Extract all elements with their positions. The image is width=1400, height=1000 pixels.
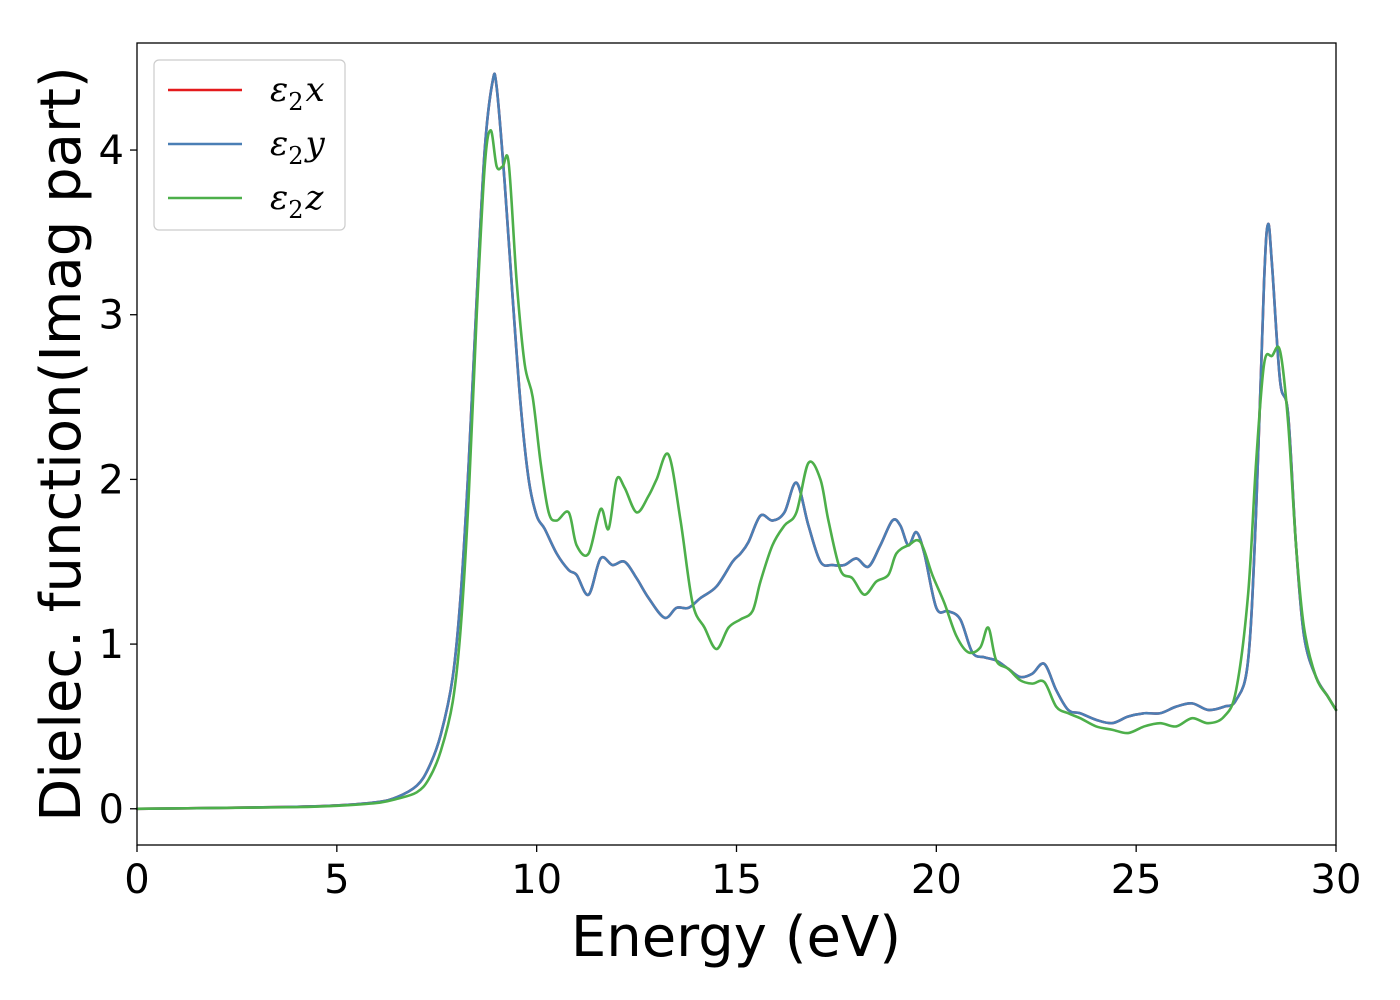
x-tick-label: 5 (324, 857, 349, 903)
x-axis-ticks: 0 5 10 15 20 25 30 (124, 845, 1361, 903)
x-tick-label: 10 (511, 857, 562, 903)
legend-label-z: ε2z (270, 178, 325, 224)
series-line-z (135, 128, 1338, 811)
x-axis-title: Energy (eV) (571, 905, 901, 970)
legend-box (153, 59, 346, 231)
y-axis-title: Dielec. function(Imag part) (29, 66, 94, 822)
y-tick-label: 4 (99, 128, 124, 174)
x-tick-label: 20 (911, 857, 962, 903)
legend: ε2x ε2y ε2z (153, 59, 346, 231)
series-line-y (135, 72, 1338, 811)
legend-label-y: ε2y (270, 124, 326, 170)
y-tick-label: 2 (99, 457, 124, 503)
x-tick-label: 25 (1111, 857, 1162, 903)
y-tick-label: 1 (99, 622, 124, 668)
y-tick-label: 0 (99, 787, 124, 833)
y-axis-ticks: 0 1 2 3 4 (99, 128, 137, 833)
series-lines (135, 72, 1338, 811)
legend-label-x: ε2x (270, 70, 325, 116)
x-tick-label: 30 (1311, 857, 1362, 903)
y-tick-label: 3 (99, 293, 124, 339)
x-tick-label: 15 (711, 857, 762, 903)
x-tick-label: 0 (124, 857, 149, 903)
